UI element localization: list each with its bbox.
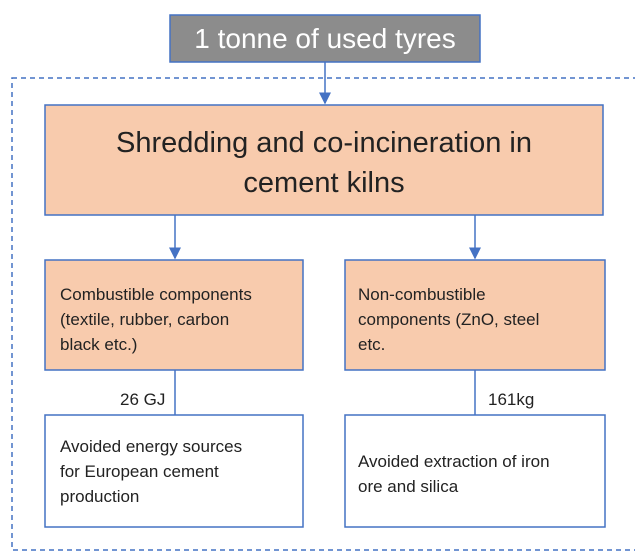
process-label: Shredding and co-incineration in [116, 127, 532, 159]
outcome-box [344, 414, 606, 528]
combustible-label: (textile, rubber, carbon [60, 310, 229, 329]
non-combustible-label: components (ZnO, steel [358, 310, 539, 329]
combustible-label: Combustible components [60, 285, 252, 304]
edge-label: 161kg [488, 390, 534, 409]
non-combustible-label: etc. [358, 335, 385, 354]
non-combustible-box [344, 259, 606, 371]
process-box [44, 104, 604, 216]
outcome-label: ore and silica [358, 477, 459, 496]
combustible-box [44, 259, 304, 371]
process-label: cement kilns [243, 167, 404, 199]
input-box [169, 14, 481, 63]
outcome-box [44, 414, 304, 528]
outcome-label: production [60, 487, 139, 506]
edge-label: 26 GJ [120, 390, 165, 409]
input-label: 1 tonne of used tyres [194, 23, 456, 54]
outcome-label: Avoided energy sources [60, 437, 242, 456]
combustible-label: black etc.) [60, 335, 137, 354]
outcome-label: for European cement [60, 462, 219, 481]
system-boundary [11, 77, 635, 551]
outcome-label: Avoided extraction of iron [358, 452, 550, 471]
non-combustible-label: Non-combustible [358, 285, 486, 304]
